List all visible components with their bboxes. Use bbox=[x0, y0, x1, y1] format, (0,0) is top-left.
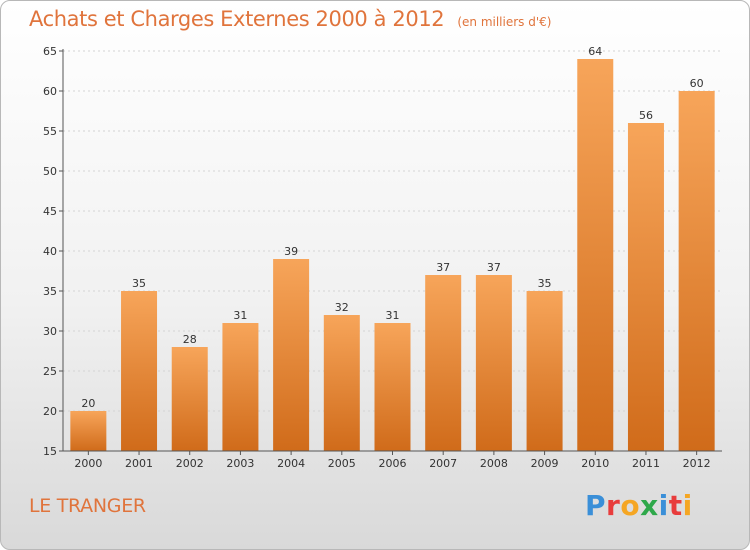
bars: 20 35 28 31 39 32 31 37 37 35 64 56 60 bbox=[70, 45, 715, 451]
bar bbox=[121, 291, 158, 451]
logo-letter: r bbox=[606, 489, 621, 522]
bar-value-label: 31 bbox=[386, 309, 400, 322]
bar-value-label: 39 bbox=[284, 245, 298, 258]
x-tick-label: 2008 bbox=[480, 457, 508, 470]
bar-value-label: 35 bbox=[538, 277, 552, 290]
bar-value-label: 56 bbox=[639, 109, 653, 122]
x-tick-label: 2006 bbox=[379, 457, 407, 470]
x-tick-label: 2007 bbox=[429, 457, 457, 470]
bar bbox=[425, 275, 462, 451]
y-tick-label: 40 bbox=[43, 245, 57, 258]
commune-name: LE TRANGER bbox=[29, 495, 146, 517]
y-tick-label: 35 bbox=[43, 285, 57, 298]
logo-letter: t bbox=[668, 489, 683, 522]
y-tick-label: 15 bbox=[43, 445, 57, 458]
bar-value-label: 28 bbox=[183, 333, 197, 346]
y-tick-label: 50 bbox=[43, 165, 57, 178]
y-tick-label: 65 bbox=[43, 45, 57, 58]
y-tick-label: 45 bbox=[43, 205, 57, 218]
x-tick-label: 2003 bbox=[226, 457, 254, 470]
chart-title: Achats et Charges Externes 2000 à 2012 (… bbox=[29, 7, 551, 31]
logo-letter: x bbox=[640, 489, 659, 522]
bar-value-label: 35 bbox=[132, 277, 146, 290]
logo-letter: o bbox=[620, 489, 641, 522]
bar-value-label: 32 bbox=[335, 301, 349, 314]
x-tick-label: 2012 bbox=[683, 457, 711, 470]
x-axis-ticks: 2000 2001 2002 2003 2004 2005 2006 2007 2008 2009… bbox=[74, 451, 711, 470]
logo-letter: i bbox=[658, 489, 669, 522]
bar-value-label: 31 bbox=[233, 309, 247, 322]
x-tick-label: 2011 bbox=[632, 457, 660, 470]
y-tick-label: 60 bbox=[43, 85, 57, 98]
x-tick-label: 2004 bbox=[277, 457, 305, 470]
x-tick-label: 2005 bbox=[328, 457, 356, 470]
bar-value-label: 60 bbox=[690, 77, 704, 90]
logo-letter: P bbox=[585, 489, 607, 522]
x-tick-label: 2001 bbox=[125, 457, 153, 470]
axes bbox=[62, 49, 722, 452]
bar bbox=[70, 411, 107, 451]
x-tick-label: 2002 bbox=[176, 457, 204, 470]
y-tick-label: 55 bbox=[43, 125, 57, 138]
y-axis-ticks: 15 20 25 30 35 40 45 50 55 60 65 bbox=[43, 45, 63, 458]
bar bbox=[171, 347, 208, 451]
bar bbox=[577, 59, 614, 451]
x-tick-label: 2010 bbox=[581, 457, 609, 470]
bar bbox=[323, 315, 360, 451]
bar-value-label: 37 bbox=[487, 261, 501, 274]
y-tick-label: 30 bbox=[43, 325, 57, 338]
chart-unit-text: (en milliers d'€) bbox=[457, 15, 552, 29]
bar bbox=[273, 259, 310, 451]
proxiti-logo: Proxiti bbox=[585, 489, 693, 522]
y-tick-label: 25 bbox=[43, 365, 57, 378]
chart-title-text: Achats et Charges Externes 2000 à 2012 bbox=[29, 7, 445, 31]
x-tick-label: 2000 bbox=[74, 457, 102, 470]
bar bbox=[526, 291, 563, 451]
bar bbox=[222, 323, 259, 451]
y-tick-label: 20 bbox=[43, 405, 57, 418]
bar-value-label: 20 bbox=[81, 397, 95, 410]
bar-value-label: 37 bbox=[436, 261, 450, 274]
bar bbox=[475, 275, 512, 451]
bar bbox=[374, 323, 411, 451]
x-tick-label: 2009 bbox=[531, 457, 559, 470]
bar bbox=[678, 91, 715, 451]
bar-value-label: 64 bbox=[588, 45, 602, 58]
logo-letter: i bbox=[682, 489, 693, 522]
bar bbox=[627, 123, 664, 451]
